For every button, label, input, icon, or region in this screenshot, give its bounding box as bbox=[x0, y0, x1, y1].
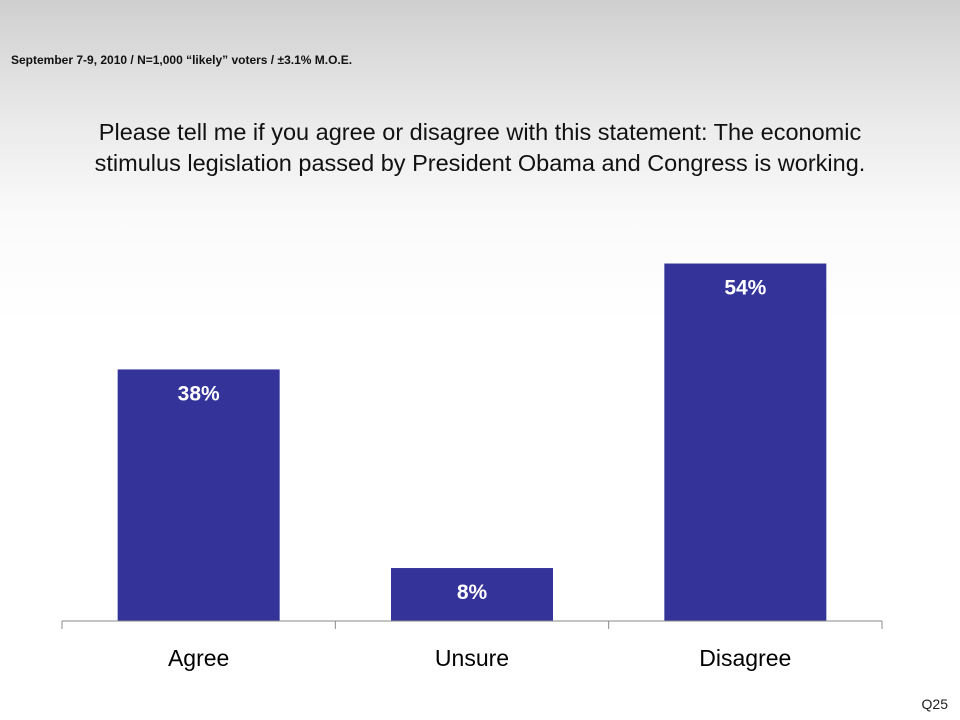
data-label-agree: 38% bbox=[178, 382, 220, 405]
chart-title-line-1: Please tell me if you agree or disagree … bbox=[98, 119, 862, 145]
bar-disagree bbox=[664, 263, 827, 621]
data-label-disagree: 54% bbox=[724, 277, 766, 300]
chart-subtitle: September 7-9, 2010 / N=1,000 “likely” v… bbox=[11, 53, 353, 67]
category-labels: Agree Unsure Disagree bbox=[168, 645, 791, 671]
data-label-unsure: 8% bbox=[457, 581, 488, 604]
chart-title-line-2: stimulus legislation passed by President… bbox=[94, 150, 866, 176]
bar-agree bbox=[117, 369, 280, 621]
category-label-unsure: Unsure bbox=[435, 645, 509, 671]
category-label-agree: Agree bbox=[168, 645, 229, 671]
question-id: Q25 bbox=[921, 696, 948, 712]
chart-title: Please tell me if you agree or disagree … bbox=[0, 117, 960, 179]
bars-layer: 38% 8% 54% bbox=[117, 263, 827, 621]
category-label-disagree: Disagree bbox=[699, 645, 791, 671]
x-axis bbox=[61, 620, 883, 629]
bar-unsure bbox=[391, 568, 553, 621]
